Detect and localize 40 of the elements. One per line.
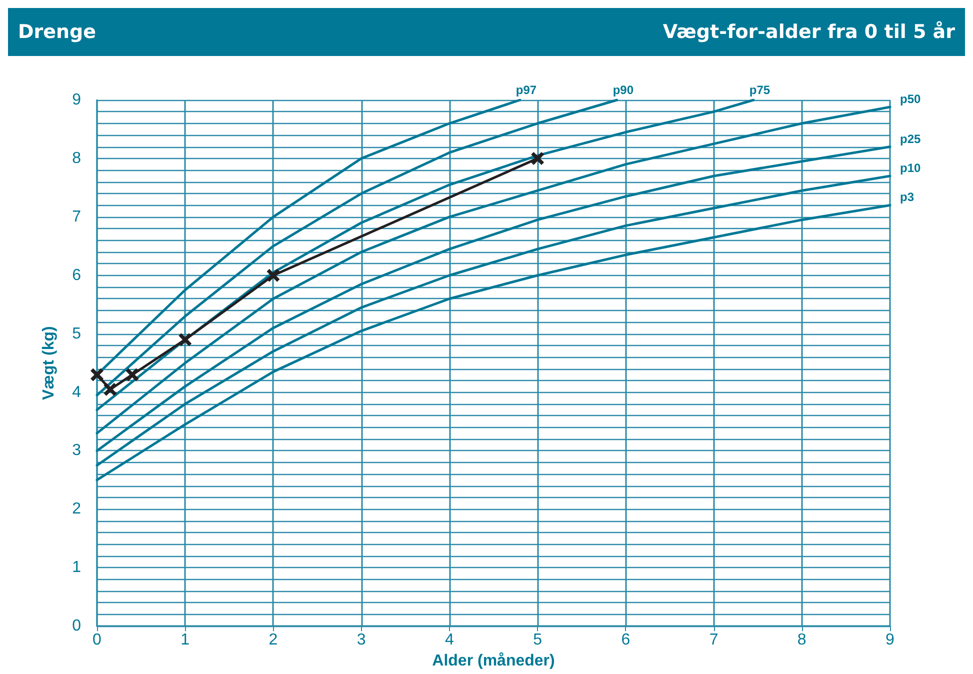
series-label: p10 xyxy=(900,160,922,175)
point xyxy=(126,368,139,382)
x-tick-label: 7 xyxy=(709,632,718,649)
y-tick-label: 8 xyxy=(72,150,82,167)
y-tick-label: 7 xyxy=(72,208,82,226)
y-tick-label: 1 xyxy=(72,559,82,576)
line-series xyxy=(96,106,892,434)
series-label: p90 xyxy=(612,83,634,97)
point xyxy=(90,368,104,382)
series-label: p3 xyxy=(900,190,914,204)
chart-title: Vægt-for-alder fra 0 til 5 år xyxy=(662,21,955,43)
point xyxy=(104,382,117,396)
point xyxy=(266,268,280,282)
x-tick-label: 6 xyxy=(621,632,630,649)
series-label: p50 xyxy=(900,92,922,106)
line-series xyxy=(96,98,755,412)
y-tick-label: 9 xyxy=(72,92,82,108)
x-tick-label: 0 xyxy=(92,632,102,649)
y-tick-label: 5 xyxy=(72,325,82,342)
point xyxy=(178,333,192,346)
x-tick-label: 8 xyxy=(797,632,806,649)
chart-subtitle: Drenge xyxy=(18,21,96,43)
x-tick-label: 5 xyxy=(533,632,542,649)
y-tick-label: 0 xyxy=(72,618,82,635)
x-tick-label: 4 xyxy=(444,632,454,649)
x-axis-title: Alder (måneder) xyxy=(432,652,555,670)
series-label: p97 xyxy=(516,83,537,97)
point xyxy=(531,152,544,165)
x-tick-label: 9 xyxy=(886,632,895,649)
series-label: p75 xyxy=(749,83,770,97)
x-tick-label: 3 xyxy=(356,632,366,649)
line-series xyxy=(96,98,618,396)
y-tick-label: 4 xyxy=(72,384,82,401)
y-tick-label: 3 xyxy=(72,442,82,460)
x-tick-label: 2 xyxy=(268,632,278,649)
series-label: p25 xyxy=(900,132,922,146)
y-tick-label: 2 xyxy=(72,500,82,518)
x-tick-label: 1 xyxy=(180,632,190,649)
y-axis-title: Vægt (kg) xyxy=(40,326,58,400)
y-tick-label: 6 xyxy=(72,266,82,284)
